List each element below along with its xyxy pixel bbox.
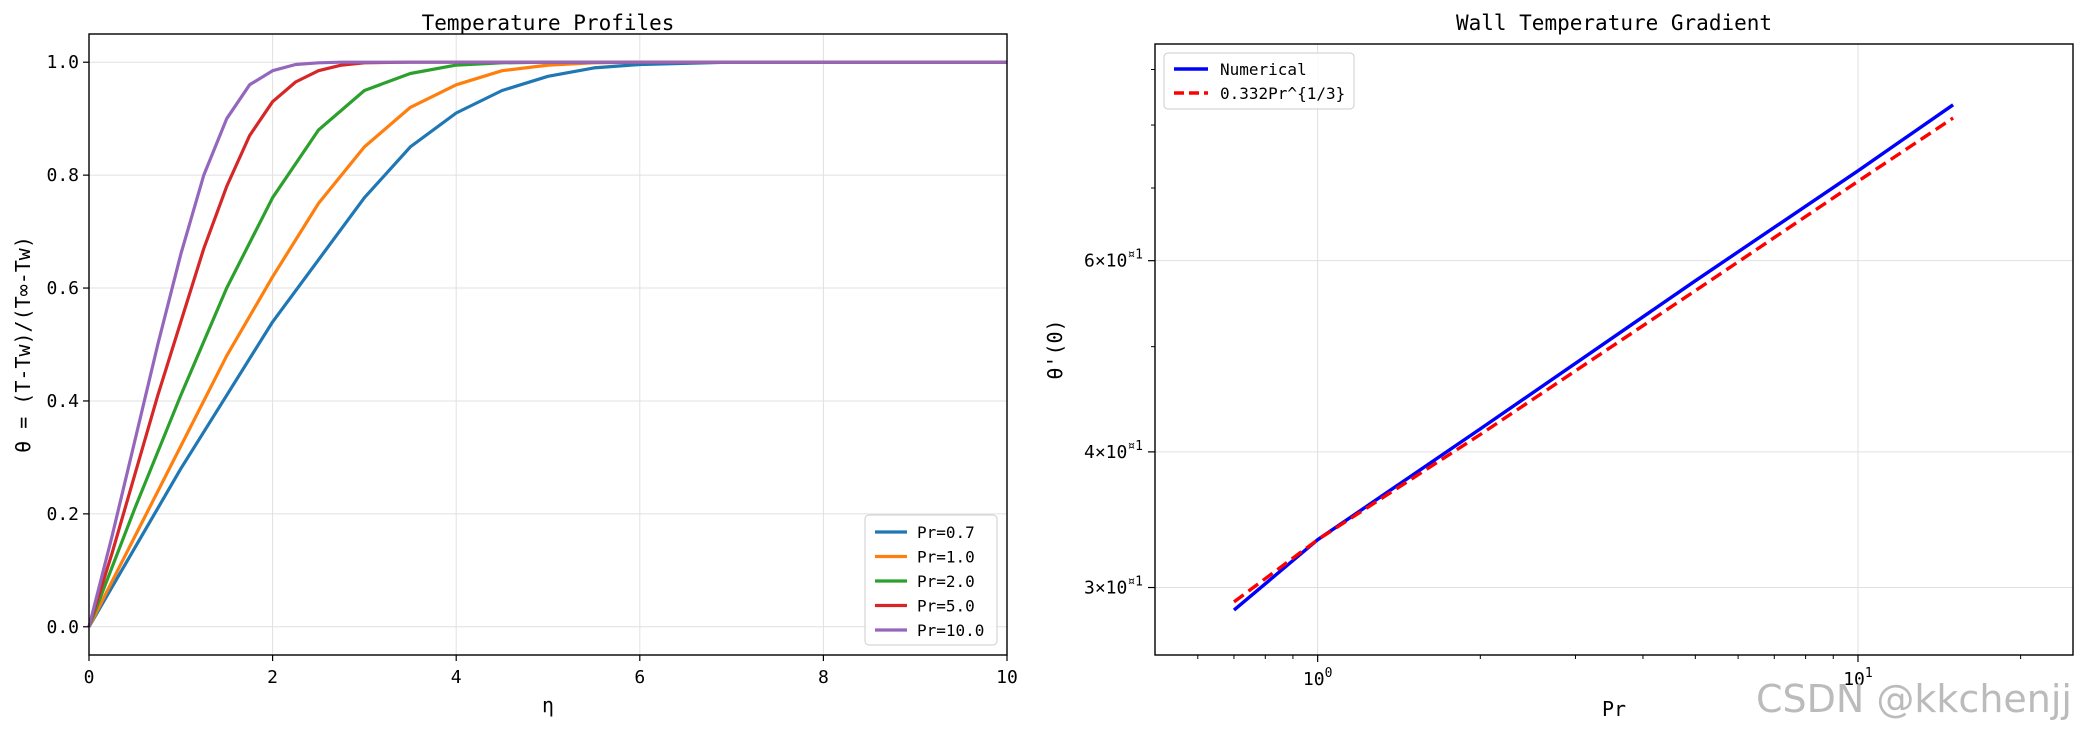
plot-frame (1154, 43, 2074, 656)
legend-box (1163, 52, 1355, 110)
x-axis-label: η (542, 693, 554, 717)
x-tick-label: 2 (267, 667, 278, 688)
y-tick-label: 0.2 (46, 504, 79, 525)
series-line-numerical (1232, 103, 1955, 612)
legend-label-pr-5-0: Pr=5.0 (917, 597, 975, 616)
legend-label-pr-2-0: Pr=2.0 (917, 572, 975, 591)
x-axis-label: Pr (1602, 697, 1626, 721)
x-tick-label: 10 (996, 667, 1018, 688)
series-line-0-332pr-1-3 (1232, 116, 1955, 604)
legend-label-numerical: Numerical (1220, 60, 1307, 79)
watermark: CSDN @kkchenjj (1756, 677, 2072, 721)
legend-label-0-332pr-1-3: 0.332Pr^{1/3} (1220, 84, 1345, 103)
temperature-profiles-chart: 0 2 4 6 8 10 0.0 0.2 0.4 0.6 0.8 1.0 Temperature Pro… (11, 11, 1018, 717)
series-line-pr-10-0 (87, 60, 1007, 628)
plot-frame (88, 33, 1008, 656)
legend-label-pr-10-0: Pr=10.0 (917, 621, 984, 640)
y-tick-label: 1.0 (46, 52, 79, 73)
x-tick-label: 100 (1303, 666, 1333, 690)
x-tick-label: 6 (634, 667, 645, 688)
legend: Pr=0.7 Pr=1.0 Pr=2.0 Pr=5.0 Pr=10.0 (864, 514, 998, 646)
wall-gradient-chart: 100 101 3×10¤1 4×10¤1 6×10¤1 Wall Temperature… (1043, 11, 2074, 721)
legend-label-pr-0-7: Pr=0.7 (917, 523, 975, 542)
x-tick-label: 0 (84, 667, 95, 688)
legend-box (864, 514, 998, 646)
y-tick-label: 4×10¤1 (1084, 439, 1143, 463)
chart-title: Wall Temperature Gradient (1456, 11, 1772, 35)
y-axis-label: θ = (T-Tw)/(T∞-Tw) (11, 236, 35, 453)
y-tick-label: 0.0 (46, 617, 79, 638)
x-tick-label: 101 (1843, 666, 1873, 690)
chart-title: Temperature Profiles (422, 11, 675, 35)
y-tick-label: 0.8 (46, 165, 79, 186)
x-tick-label: 4 (451, 667, 462, 688)
y-tick-label: 0.4 (46, 391, 79, 412)
legend-label-pr-1-0: Pr=1.0 (917, 548, 975, 567)
legend: Numerical 0.332Pr^{1/3} (1163, 52, 1355, 110)
y-tick-label: 3×10¤1 (1084, 575, 1143, 599)
x-tick-label: 8 (818, 667, 829, 688)
y-tick-label: 6×10¤1 (1084, 248, 1143, 272)
y-axis-label: θ'(0) (1043, 319, 1067, 379)
y-tick-label: 0.6 (46, 278, 79, 299)
